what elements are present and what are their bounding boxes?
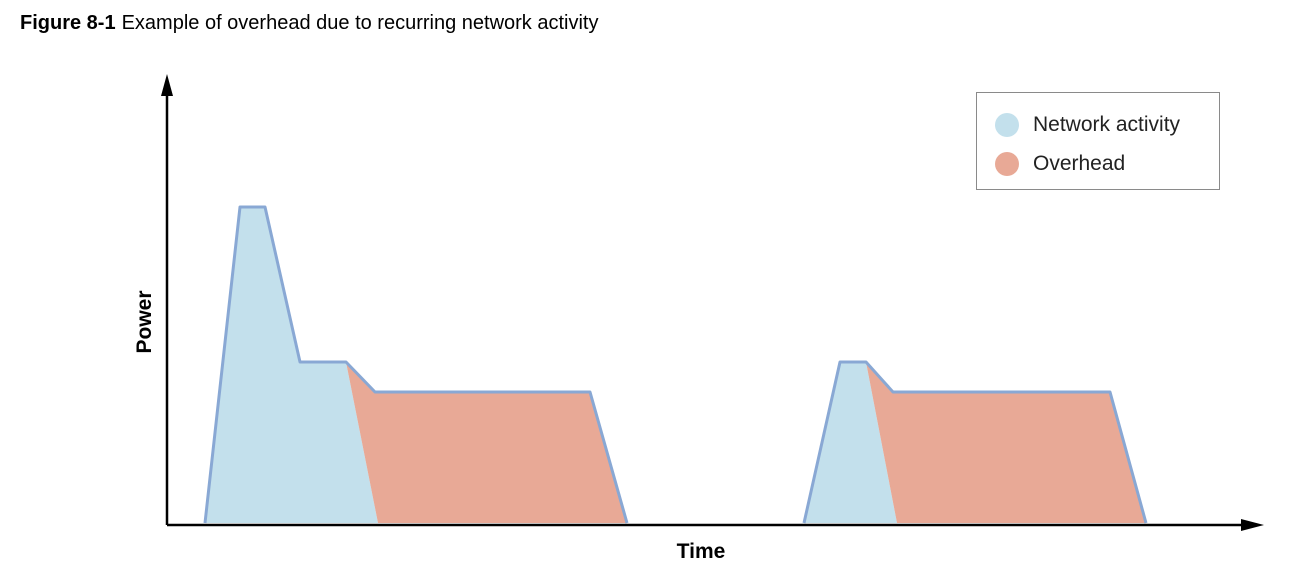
- overhead-region-2: [866, 362, 1146, 523]
- y-axis-arrowhead: [161, 74, 173, 96]
- power-outline-2: [802, 360, 1148, 524]
- figure-number: Figure 8-1: [20, 12, 116, 34]
- x-axis-label: Time: [676, 540, 726, 563]
- y-axis-label: Power: [133, 290, 156, 354]
- figure-title: Example of overhead due to recurring net…: [121, 12, 599, 34]
- legend: Network activity Overhead: [976, 92, 1220, 190]
- figure-caption: Figure 8-1 Example of overhead due to rec…: [20, 12, 598, 35]
- network-activity-region-1: [205, 207, 378, 523]
- overhead-region-1: [346, 362, 627, 523]
- power-outline-1: [203, 205, 629, 524]
- legend-label-overhead: Overhead: [1033, 152, 1126, 175]
- legend-item-overhead: Overhead: [995, 152, 1125, 176]
- x-axis-arrowhead: [1241, 519, 1264, 531]
- legend-label-network-activity: Network activity: [1033, 113, 1181, 136]
- legend-item-network-activity: Network activity: [995, 113, 1180, 137]
- overhead-swatch: [995, 152, 1019, 176]
- network-activity-swatch: [995, 113, 1019, 137]
